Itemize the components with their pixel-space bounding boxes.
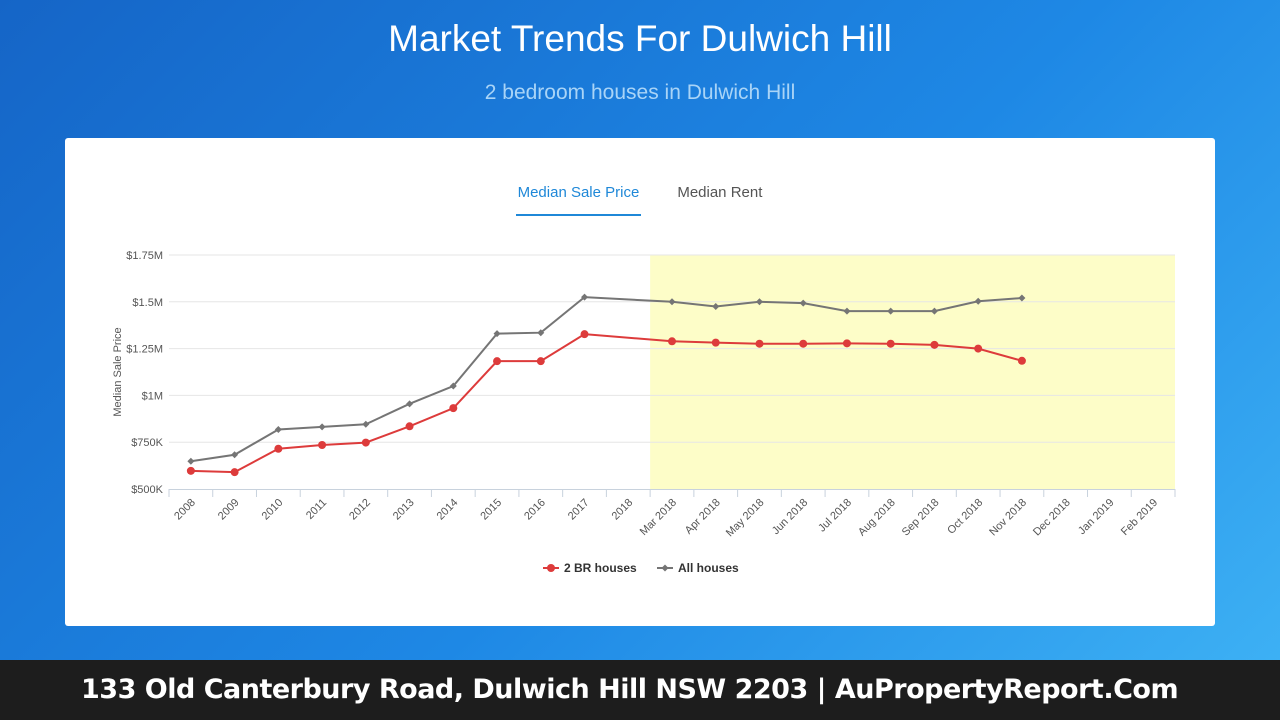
data-point-all-houses (537, 329, 545, 337)
data-point-all-houses (406, 400, 414, 408)
data-point-2br-houses (668, 337, 676, 346)
data-point-2br-houses (493, 357, 502, 366)
chart-tabs: Median Sale Price Median Rent (65, 182, 1215, 216)
footer-address: 133 Old Canterbury Road, Dulwich Hill NS… (81, 674, 1179, 705)
data-point-all-houses (231, 451, 239, 459)
x-tick-label: 2010 (260, 497, 286, 523)
x-tick-label: 2017 (566, 497, 592, 523)
highlight-band (650, 255, 1175, 489)
x-tick-label: Dec 2018 (1031, 497, 1073, 539)
x-tick-label: 2009 (216, 497, 242, 523)
data-point-2br-houses (449, 404, 458, 413)
legend-item-all-houses-label: All houses (678, 561, 739, 575)
data-point-2br-houses (799, 339, 808, 348)
x-tick-label: 2013 (391, 497, 417, 523)
x-tick-label: 2008 (172, 497, 198, 523)
footer-bar: 133 Old Canterbury Road, Dulwich Hill NS… (0, 660, 1280, 720)
tab-median-sale-price[interactable]: Median Sale Price (515, 182, 642, 216)
data-point-all-houses (712, 302, 720, 310)
data-point-2br-houses (361, 438, 370, 447)
data-point-all-houses (493, 330, 501, 338)
x-tick-label: Jun 2018 (770, 497, 810, 537)
y-tick-label: $500K (131, 484, 163, 496)
data-point-all-houses (974, 297, 982, 305)
data-point-2br-houses (755, 339, 764, 348)
data-point-all-houses (755, 298, 763, 306)
data-point-all-houses (930, 307, 938, 315)
x-tick-label: Jan 2019 (1076, 497, 1116, 537)
chart-card: Median Sale Price Median Rent $500K $750K… (65, 138, 1215, 626)
data-point-2br-houses (930, 340, 939, 349)
y-axis-title: Median Sale Price (112, 327, 124, 416)
data-point-2br-houses (886, 339, 895, 348)
data-point-2br-houses (842, 339, 851, 348)
x-tick-label: Aug 2018 (856, 497, 898, 539)
y-tick-label: $1.75M (126, 250, 163, 262)
data-point-2br-houses (274, 444, 283, 453)
x-tick-label: 2014 (435, 497, 461, 523)
data-point-2br-houses (580, 330, 589, 339)
x-tick-label: Feb 2019 (1119, 497, 1160, 538)
data-point-all-houses (187, 457, 195, 465)
data-point-2br-houses (405, 422, 414, 431)
x-tick-label: 2016 (522, 497, 548, 523)
legend-item-2br-houses-marker (547, 564, 555, 572)
y-tick-label: $1.25M (126, 344, 163, 356)
x-tick-label: 2018 (610, 497, 636, 523)
legend-item-all-houses-marker (661, 564, 669, 572)
x-tick-label: Oct 2018 (945, 497, 985, 537)
y-tick-label: $750K (131, 437, 163, 449)
data-point-2br-houses (974, 344, 983, 353)
x-tick-label: 2011 (304, 497, 329, 522)
median-price-chart: $500K $750K $1M $1.25M $1.5M $1.75M 2008 2009 20… (112, 250, 1176, 575)
data-point-all-houses (362, 420, 370, 428)
data-point-2br-houses (1017, 356, 1026, 365)
x-tick-label: Apr 2018 (683, 497, 723, 537)
y-tick-label: $1M (142, 390, 163, 402)
x-tick-label: 2015 (478, 497, 504, 523)
data-point-all-houses (581, 293, 589, 301)
data-point-all-houses (668, 298, 676, 306)
data-point-all-houses (318, 423, 326, 431)
data-point-2br-houses (230, 468, 239, 477)
x-tick-label: Sep 2018 (900, 497, 942, 539)
data-point-all-houses (799, 299, 807, 307)
x-tick-label: 2012 (347, 497, 373, 523)
page-subtitle: 2 bedroom houses in Dulwich Hill (484, 81, 796, 104)
y-tick-label: $1.5M (132, 297, 163, 309)
x-tick-label: May 2018 (724, 497, 767, 540)
x-tick-label: Nov 2018 (987, 497, 1029, 539)
data-point-all-houses (843, 307, 851, 315)
data-point-all-houses (887, 307, 895, 315)
page-title: Market Trends For Dulwich Hill (388, 18, 892, 59)
legend-item-2br-houses-label: 2 BR houses (564, 561, 637, 575)
data-point-2br-houses (186, 466, 195, 475)
data-point-all-houses (1018, 294, 1026, 302)
data-point-2br-houses (711, 338, 720, 347)
x-tick-label: Jul 2018 (816, 497, 854, 535)
data-point-2br-houses (536, 357, 545, 366)
data-point-all-houses (274, 425, 282, 433)
tab-median-rent[interactable]: Median Rent (677, 184, 763, 201)
data-point-2br-houses (318, 441, 327, 450)
x-tick-label: Mar 2018 (638, 497, 679, 538)
data-point-all-houses (449, 382, 457, 390)
